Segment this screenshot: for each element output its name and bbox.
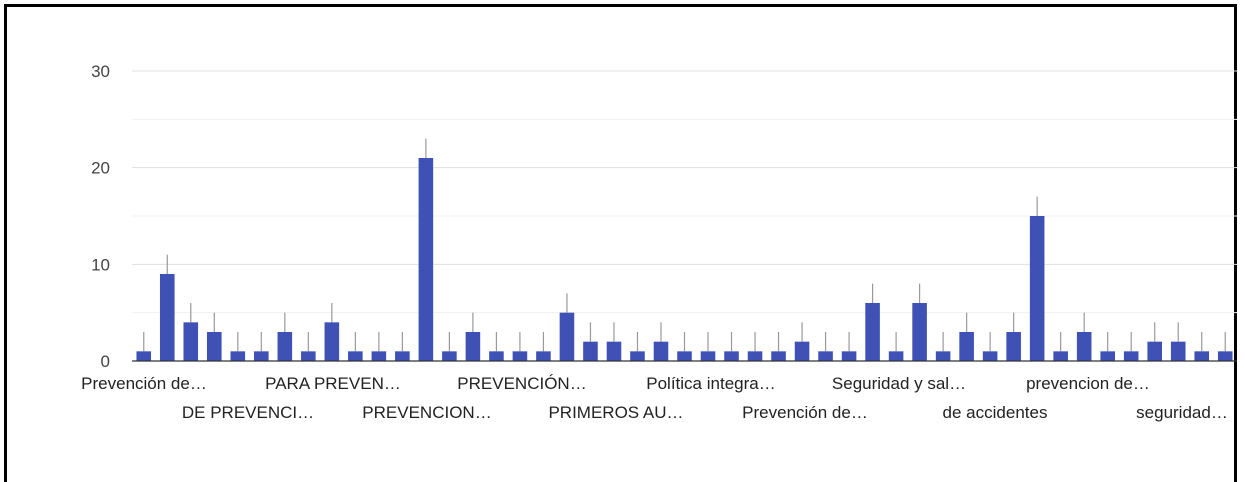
bar <box>747 351 763 361</box>
x-tick-label: PREVENCION… <box>362 403 491 422</box>
bar <box>348 351 363 361</box>
x-tick-label: Prevención de… <box>742 403 868 422</box>
bar <box>606 341 622 361</box>
bar <box>1100 351 1115 361</box>
bar <box>1147 341 1163 361</box>
error-bars <box>143 138 1226 352</box>
x-tick-label: PRIMEROS AU… <box>548 403 683 422</box>
bar <box>512 351 528 361</box>
bar <box>277 332 293 361</box>
bar <box>489 351 504 361</box>
x-tick-label: Seguridad y sal… <box>832 374 966 393</box>
bar <box>700 351 716 361</box>
x-tick-label: prevencion de… <box>1026 374 1150 393</box>
y-axis-ticks: 0 10 20 30 <box>91 62 110 371</box>
gridlines <box>132 70 1237 314</box>
bar <box>1194 351 1210 361</box>
bar <box>1029 216 1045 361</box>
bar <box>465 332 481 361</box>
x-tick-label: seguridad… <box>1136 403 1228 422</box>
bar <box>254 351 269 361</box>
bar <box>865 303 880 361</box>
bar <box>677 351 692 361</box>
bar <box>912 303 927 361</box>
bar <box>1170 341 1186 361</box>
bar <box>418 158 434 361</box>
bar <box>583 341 598 361</box>
bar <box>536 351 551 361</box>
bar <box>324 322 340 361</box>
bar <box>395 351 410 361</box>
bar <box>1217 351 1233 361</box>
x-tick-label: PARA PREVEN… <box>265 374 401 393</box>
bar <box>935 351 951 361</box>
bar <box>1076 332 1092 361</box>
x-axis-labels: Prevención de… PARA PREVEN… PREVENCIÓN… Pol… <box>81 374 1228 422</box>
bar <box>794 341 810 361</box>
x-tick-label: Política integra… <box>646 374 775 393</box>
bar <box>230 351 246 361</box>
y-tick-label: 10 <box>91 255 110 274</box>
x-tick-label: DE PREVENCI… <box>182 403 314 422</box>
bar <box>982 351 998 361</box>
bar <box>183 322 199 361</box>
y-tick-label: 20 <box>91 159 110 178</box>
bar <box>1123 351 1139 361</box>
bar <box>371 351 387 361</box>
bar <box>724 351 739 361</box>
x-tick-label: PREVENCIÓN… <box>457 374 586 393</box>
bar <box>630 351 645 361</box>
y-tick-label: 0 <box>101 352 110 371</box>
bar <box>818 351 833 361</box>
bar <box>1053 351 1068 361</box>
bars <box>136 158 1233 361</box>
bar <box>959 332 974 361</box>
bar <box>136 351 152 361</box>
bar <box>159 274 175 361</box>
y-tick-label: 30 <box>91 62 110 81</box>
x-tick-label: Prevención de… <box>81 374 207 393</box>
bar <box>653 341 669 361</box>
bar <box>206 332 222 361</box>
bar <box>442 351 457 361</box>
bar <box>888 351 904 361</box>
bar <box>301 351 316 361</box>
bar <box>771 351 786 361</box>
x-tick-label: de accidentes <box>943 403 1048 422</box>
bar <box>559 312 575 361</box>
bar <box>1006 332 1021 361</box>
bar <box>841 351 857 361</box>
